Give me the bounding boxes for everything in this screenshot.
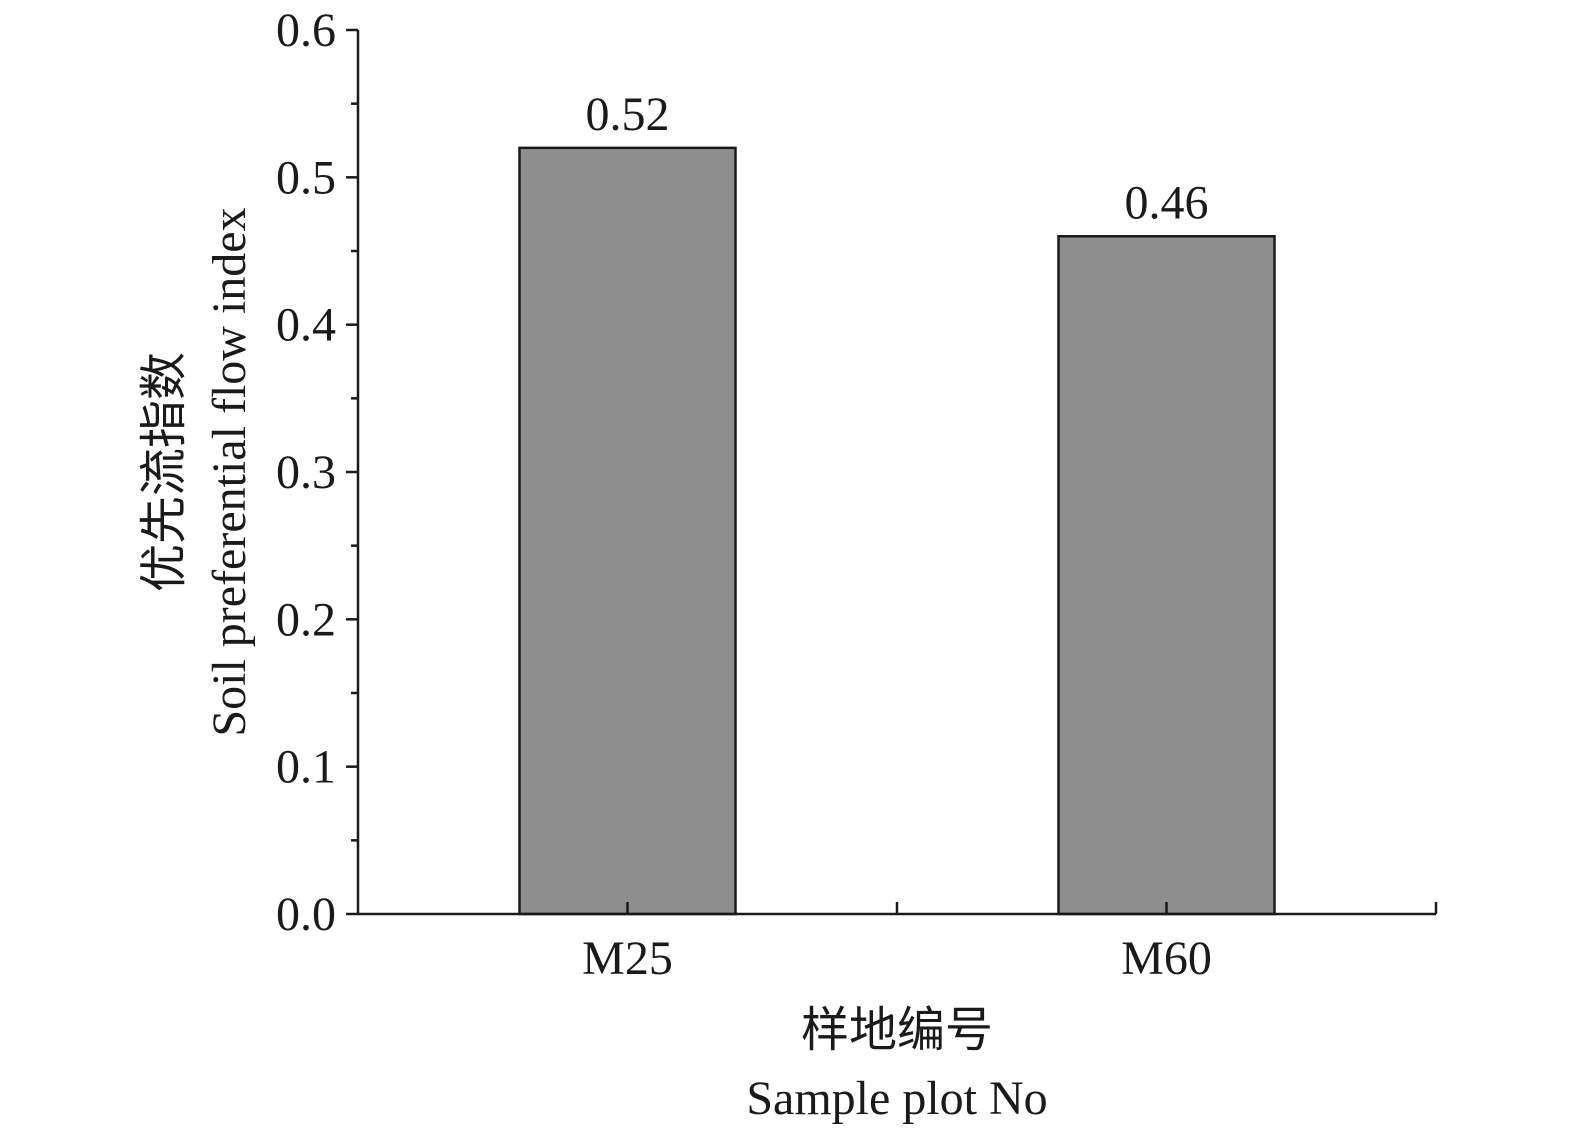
y-axis-title-en: Soil preferential flow index [203, 207, 256, 736]
x-ticks-group: M25 M60 [582, 902, 1438, 985]
bar-m60 [1057, 235, 1276, 916]
y-tick-label: 0.1 [276, 741, 336, 794]
y-tick-label: 0.0 [276, 888, 336, 941]
data-label: 0.46 [1125, 176, 1209, 229]
x-axis-title: 样地编号 [801, 1004, 993, 1057]
data-label: 0.52 [586, 88, 670, 141]
y-tick-label: 0.6 [276, 4, 336, 57]
x-tick-label: M60 [1121, 932, 1212, 985]
y-tick-label: 0.2 [276, 593, 336, 646]
x-axis-title-en: Sample plot No [746, 1072, 1047, 1125]
bars-group [518, 146, 1276, 916]
y-tick-label: 0.4 [276, 299, 336, 352]
y-axis-title: 优先流指数 [138, 352, 191, 592]
x-tick-label: M25 [582, 932, 673, 985]
y-tick-label: 0.3 [276, 446, 336, 499]
y-tick-label: 0.5 [276, 151, 336, 204]
bar-m25 [518, 146, 737, 916]
y-ticks-group: 0.0 0.1 0.2 0.3 0.4 0.5 0.6 [276, 4, 358, 941]
data-labels-group: 0.52 0.46 [586, 88, 1209, 229]
